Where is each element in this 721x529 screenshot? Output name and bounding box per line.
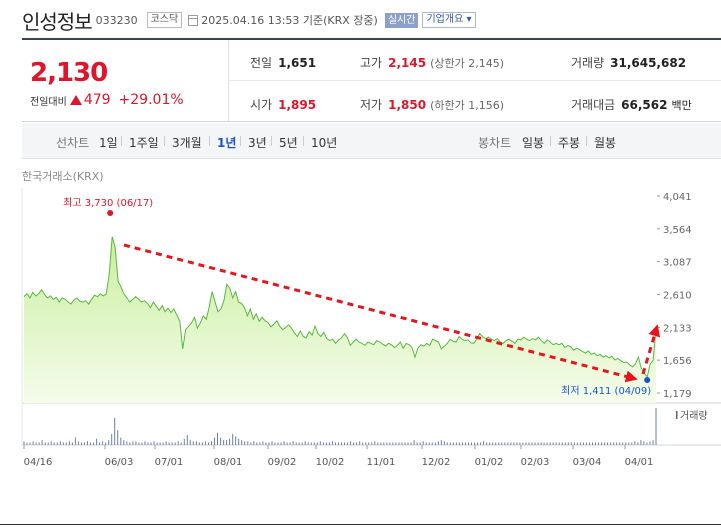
company-overview-label: 기업개요 (426, 14, 464, 25)
x-tick-label: 04/16 (24, 457, 53, 466)
stat-value: 66,562 (621, 98, 668, 112)
x-tick-label: 11/01 (367, 457, 396, 466)
market-badge: 코스닥 (146, 12, 183, 28)
stat-value: 2,145 (388, 56, 427, 70)
current-price: 2,130 (30, 58, 108, 88)
period-5y[interactable]: 5년 (279, 136, 298, 150)
x-axis: 04/16 06/03 07/01 08/01 09/02 10/02 11/01 12/02… (23, 445, 654, 466)
stats-row-divider (228, 80, 721, 81)
candle-monthly[interactable]: 월봉 (594, 136, 617, 150)
max-price-label: 최고 3,730 (06/17) (63, 197, 153, 209)
x-tick-label: 04/01 (625, 457, 654, 466)
period-1d[interactable]: 1일 (99, 136, 118, 150)
stats-bottom-divider (22, 121, 721, 122)
stock-name: 인성정보 (22, 9, 93, 34)
candle-weekly[interactable]: 주봉 (558, 136, 581, 150)
chart-markers: 최고 3,730 (06/17) 최저 1,411 (04/09) (63, 197, 661, 397)
max-price-dot (107, 210, 114, 216)
stat-value: 1,850 (388, 98, 427, 112)
stat-high: 고가 2,145 (상한가 2,145) (360, 54, 504, 71)
stat-sub: (상한가 2,145) (430, 57, 504, 70)
stock-header: 인성정보 033230 코스닥 2025.04.16 13:53 기준(KRX … (22, 6, 476, 34)
period-10y[interactable]: 10년 (311, 136, 338, 150)
period-3m[interactable]: 3개월 (172, 136, 202, 150)
volume-legend-label: 거래량 (680, 410, 708, 422)
volume-legend-icon (676, 411, 678, 419)
min-price-dot (644, 377, 651, 384)
exchange-label: 한국거래소(KRX) (22, 170, 104, 183)
candle-chart-label: 봉차트 (478, 136, 512, 150)
stat-value: 1,895 (278, 98, 317, 112)
stat-trade-value: 거래대금 66,562 백만 (571, 96, 692, 113)
x-tick-label: 03/04 (573, 457, 602, 466)
rebound-arrow (641, 324, 661, 375)
price-change-percent: +29.01% (118, 92, 184, 108)
price-area (24, 236, 656, 403)
header-divider (22, 38, 721, 40)
stat-low: 저가 1,850 (하한가 1,156) (360, 96, 504, 113)
company-overview-button[interactable]: 기업개요 ▾ (422, 12, 476, 28)
stat-prev-close: 전일 1,651 (250, 54, 316, 71)
y-axis: 4,041 3,564 3,087 2,610 2,133 1,656 1,179 (657, 192, 692, 400)
x-tick-label: 08/01 (214, 457, 243, 466)
line-chart-label: 선차트 (56, 136, 90, 150)
calendar-icon (188, 14, 199, 26)
y-tick-label: 2,133 (663, 323, 692, 334)
period-3y[interactable]: 3년 (248, 136, 267, 150)
x-tick-label: 06/03 (105, 457, 134, 466)
stat-value: 1,651 (278, 56, 317, 70)
volume-chart: 거래량 (23, 408, 708, 445)
price-change: 479 (83, 92, 111, 108)
price-chart[interactable]: 4,041 3,564 3,087 2,610 2,133 1,656 1,179 최고 3… (0, 186, 721, 466)
stat-label: 거래량 (571, 56, 605, 70)
period-1y[interactable]: 1년 (217, 136, 237, 150)
price-change-row: 전일대비 479 +29.01% (30, 92, 184, 108)
y-tick-label: 2,610 (663, 291, 692, 302)
y-tick-label: 4,041 (663, 192, 692, 203)
up-arrow-icon (69, 95, 82, 105)
x-tick-label: 09/02 (268, 457, 297, 466)
y-tick-label: 1,656 (663, 356, 692, 367)
period-1w[interactable]: 1주일 (129, 136, 159, 150)
x-tick-label: 10/02 (316, 457, 345, 466)
price-line (23, 236, 657, 379)
y-tick-label: 1,179 (663, 389, 692, 400)
period-bar: 선차트 1일 1주일 3개월 1년 3년 5년 10년 봉차트 일봉 주봉 월봉 (22, 123, 721, 159)
stat-sub: (하한가 1,156) (430, 99, 504, 112)
y-tick-label: 3,564 (663, 225, 692, 236)
realtime-badge[interactable]: 실시간 (384, 12, 419, 28)
stat-label: 시가 (250, 98, 273, 112)
chevron-down-icon: ▾ (466, 14, 472, 25)
price-block: 2,130 전일대비 479 +29.01% (30, 56, 184, 108)
stat-volume: 거래량 31,645,682 (571, 54, 686, 71)
stat-label: 고가 (360, 56, 383, 70)
chart-bottom-divider (0, 524, 721, 525)
x-tick-label: 07/01 (155, 457, 184, 466)
x-tick-label: 01/02 (475, 457, 504, 466)
change-label: 전일대비 (30, 96, 67, 108)
stat-label: 거래대금 (571, 98, 616, 112)
y-tick-label: 3,087 (663, 258, 692, 269)
stat-value: 31,645,682 (610, 56, 687, 70)
candle-daily[interactable]: 일봉 (522, 136, 545, 150)
x-tick-label: 02/03 (521, 457, 550, 466)
stat-open: 시가 1,895 (250, 96, 316, 113)
stock-code: 033230 (95, 13, 138, 27)
quote-timestamp: 2025.04.16 13:53 기준(KRX 장중) (201, 14, 378, 27)
stat-label: 저가 (360, 98, 383, 112)
stat-label: 전일 (250, 56, 273, 70)
min-price-label: 최저 1,411 (04/09) (561, 385, 651, 397)
stat-unit: 백만 (671, 99, 692, 112)
x-tick-label: 12/02 (422, 457, 451, 466)
